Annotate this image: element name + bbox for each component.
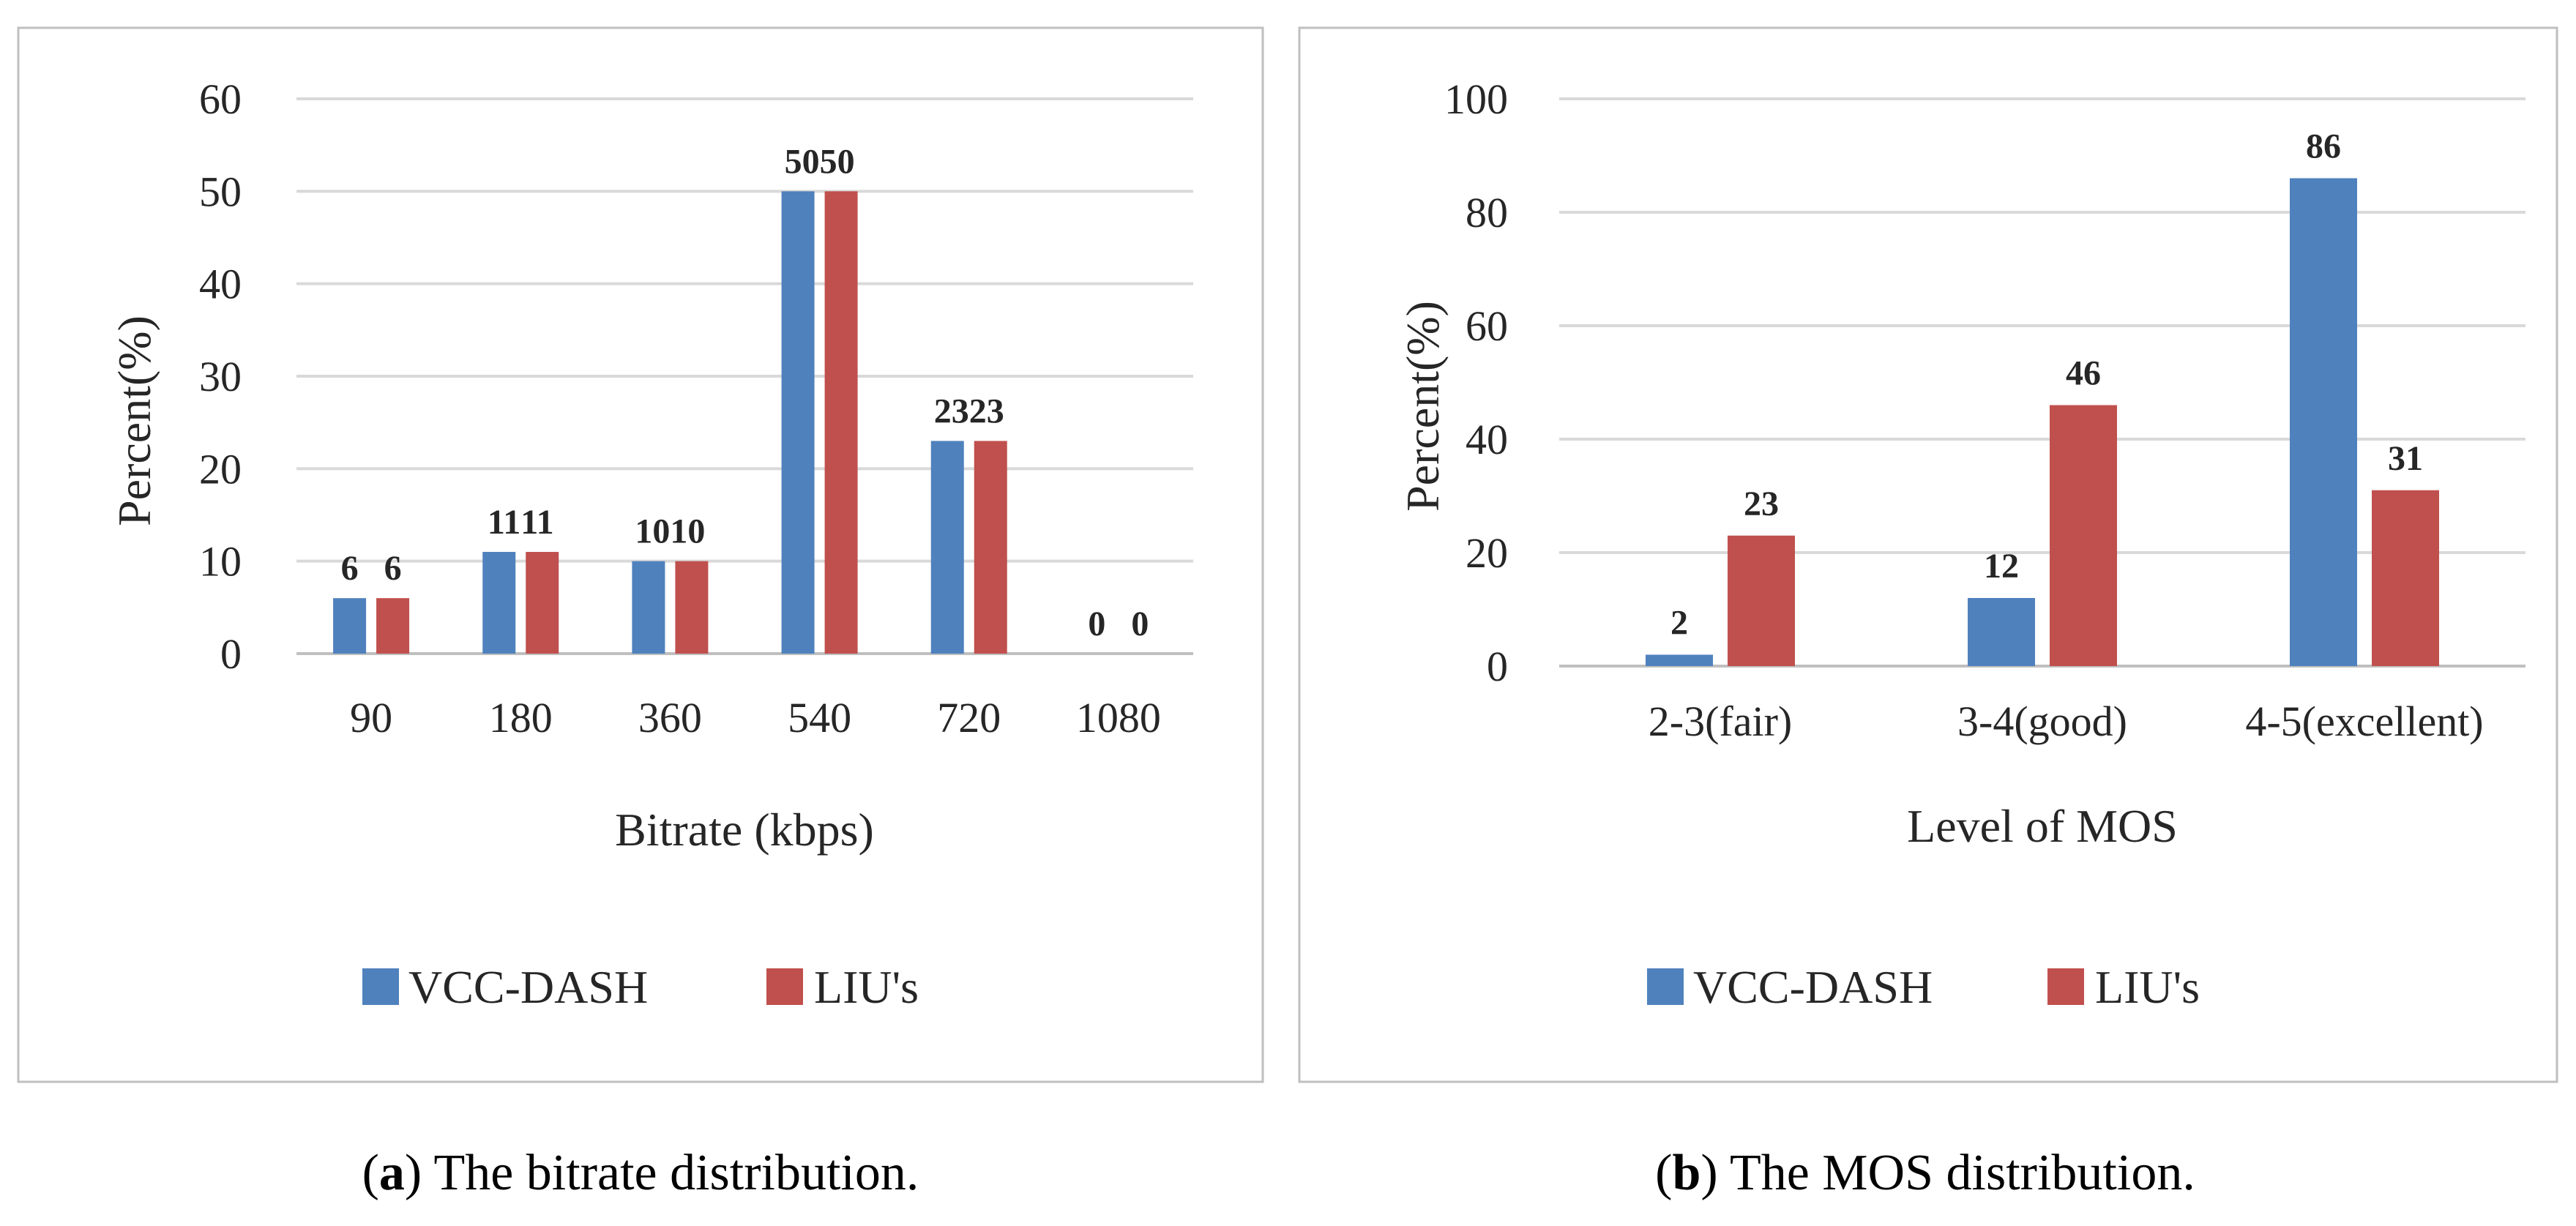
data-label-VCC-DASH-720: 23 (934, 392, 969, 430)
chart-b-data-labels: 2 23 12 46 86 31 (1670, 127, 2423, 643)
caption-b: (b) The MOS distribution. (1655, 1145, 2195, 1201)
data-label-VCC-DASH-2-3(fair): 2 (1670, 604, 1688, 643)
data-label-LIU's-540: 50 (820, 142, 855, 181)
y-tick-label-30: 30 (199, 353, 242, 400)
data-label-LIU's-360: 10 (670, 512, 705, 551)
bar-LIU's-360 (675, 561, 709, 654)
chart-b-x-tick-labels: 2-3(fair) 3-4(good) 4-5(excellent) (1649, 698, 2484, 745)
data-label-VCC-DASH-360: 10 (635, 512, 670, 551)
chart-a-y-axis-label: Percent(%) (108, 315, 160, 526)
x-tick-label-540: 540 (788, 694, 851, 741)
bar-LIU's-90 (376, 598, 410, 654)
x-tick-label-4-5(excellent): 4-5(excellent) (2245, 698, 2483, 745)
bar-LIU's-180 (526, 552, 559, 654)
chart-a-legend: VCC-DASH LIU's (362, 961, 919, 1013)
data-label-LIU's-180: 11 (520, 503, 553, 542)
data-label-VCC-DASH-4-5(excellent): 86 (2306, 127, 2341, 166)
chart-b-legend-swatch-vcc-dash (1647, 968, 1684, 1005)
y-tick-label-50: 50 (199, 168, 242, 215)
x-tick-label-1080: 1080 (1076, 694, 1161, 741)
chart-b-x-axis-label: Level of MOS (1907, 800, 2178, 852)
y-tick-label-20: 20 (199, 445, 242, 493)
chart-b-y-axis-label: Percent(%) (1397, 301, 1449, 512)
data-label-LIU's-3-4(good): 46 (2066, 354, 2101, 393)
chart-a-legend-swatch-lius (766, 968, 803, 1005)
data-label-LIU's-90: 6 (384, 549, 402, 588)
bar-VCC-DASH-720 (930, 441, 964, 654)
chart-a-legend-swatch-vcc-dash (362, 968, 399, 1005)
bar-LIU's-4-5(excellent) (2372, 490, 2439, 666)
bar-VCC-DASH-4-5(excellent) (2290, 178, 2357, 666)
bar-LIU's-2-3(fair) (1728, 535, 1795, 666)
x-tick-label-90: 90 (350, 694, 392, 741)
y-tick-label-60: 60 (1466, 302, 1508, 350)
bar-VCC-DASH-3-4(good) (1968, 598, 2035, 666)
y-tick-label-80: 80 (1466, 189, 1508, 236)
chart-a-bars (333, 191, 1007, 654)
y-tick-label-40: 40 (199, 261, 242, 308)
y-tick-label-0: 0 (1487, 643, 1508, 690)
y-tick-label-10: 10 (199, 538, 242, 586)
bar-VCC-DASH-2-3(fair) (1646, 654, 1713, 666)
chart-b-legend-label-vcc-dash: VCC-DASH (1693, 961, 1933, 1013)
chart-a-legend-label-vcc-dash: VCC-DASH (408, 961, 648, 1013)
data-label-VCC-DASH-1080: 0 (1088, 605, 1105, 643)
chart-b-legend-label-lius: LIU's (2095, 961, 2200, 1013)
x-tick-label-360: 360 (638, 694, 702, 741)
chart-a-gridlines (296, 97, 1193, 655)
y-tick-label-0: 0 (220, 630, 242, 678)
data-label-VCC-DASH-3-4(good): 12 (1984, 547, 2019, 586)
x-tick-label-180: 180 (489, 694, 553, 741)
x-tick-label-720: 720 (937, 694, 1001, 741)
chart-a-x-tick-labels: 90 180 360 540 720 1080 (350, 694, 1161, 741)
chart-a-legend-label-lius: LIU's (814, 961, 919, 1013)
bar-VCC-DASH-180 (482, 552, 516, 654)
data-label-VCC-DASH-180: 11 (488, 503, 520, 542)
bar-VCC-DASH-90 (333, 598, 367, 654)
data-label-LIU's-720: 23 (969, 392, 1004, 430)
chart-a-frame (17, 26, 1264, 1083)
y-tick-label-100: 100 (1444, 75, 1508, 123)
y-tick-label-60: 60 (199, 75, 242, 123)
x-tick-label-3-4(good): 3-4(good) (1957, 698, 2127, 745)
bar-VCC-DASH-360 (632, 561, 665, 654)
y-tick-label-20: 20 (1466, 529, 1508, 577)
chart-b-legend: VCC-DASH LIU's (1647, 961, 2200, 1013)
chart-a-x-axis-label: Bitrate (kbps) (615, 804, 874, 856)
chart-b-legend-swatch-lius (2047, 968, 2084, 1005)
x-tick-label-2-3(fair): 2-3(fair) (1649, 698, 1792, 745)
bar-LIU's-540 (824, 191, 858, 654)
chart-a-y-tick-labels: 0 10 20 30 40 50 60 (199, 75, 242, 678)
data-label-VCC-DASH-540: 50 (785, 142, 820, 181)
caption-a: (a) The bitrate distribution. (362, 1145, 919, 1201)
data-label-LIU's-1080: 0 (1131, 605, 1149, 643)
data-label-LIU's-4-5(excellent): 31 (2388, 439, 2423, 478)
chart-b: 2 23 12 46 86 31 0 20 40 60 80 100 2-3(fair) 3-4(go… (1298, 26, 2558, 1083)
bar-VCC-DASH-540 (781, 191, 815, 654)
data-label-VCC-DASH-90: 6 (341, 549, 359, 588)
bar-LIU's-3-4(good) (2050, 405, 2117, 666)
chart-b-bars (1646, 178, 2439, 666)
chart-a-data-labels: 6 6 11 11 10 10 50 50 23 23 0 0 (341, 142, 1149, 643)
bar-LIU's-720 (974, 441, 1007, 654)
y-tick-label-40: 40 (1466, 416, 1508, 463)
chart-b-y-tick-labels: 0 20 40 60 80 100 (1444, 75, 1508, 690)
chart-b-gridlines (1559, 97, 2525, 668)
data-label-LIU's-2-3(fair): 23 (1744, 485, 1779, 523)
